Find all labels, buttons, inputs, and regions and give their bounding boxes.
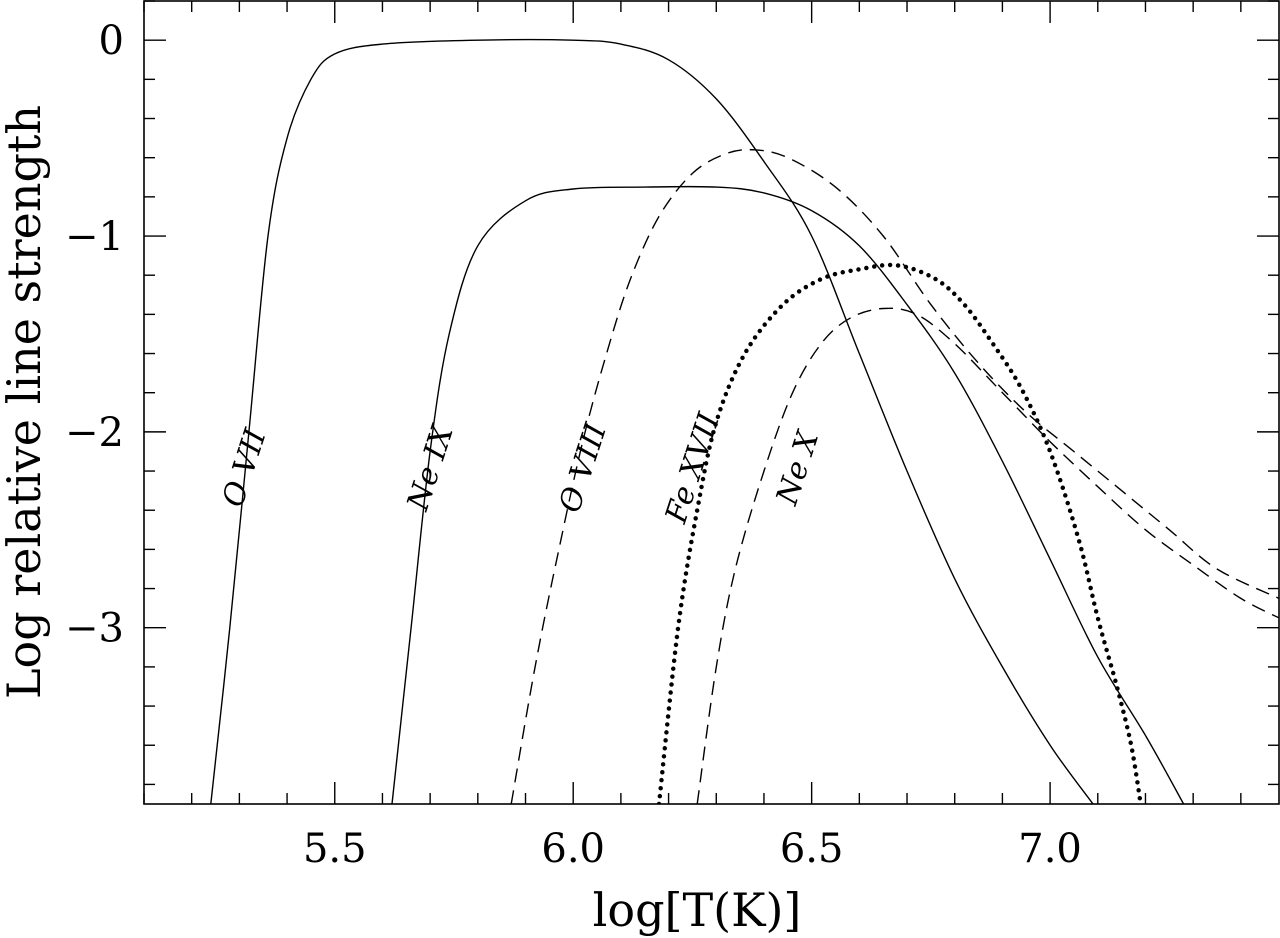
curve-label-ne-x: Ne X: [769, 425, 826, 510]
curve-label-fe-xvii: Fe XVII: [659, 408, 728, 529]
series-line-fe-xvii: [656, 262, 1143, 804]
series-line-ne-x: [696, 307, 1279, 804]
series-line-ne-ix: [391, 185, 1185, 804]
x-tick-label: 6.0: [541, 826, 605, 872]
series-line-o-viii: [510, 148, 1279, 804]
curve-label-o-vii: O VII: [216, 424, 274, 512]
x-tick-label: 5.5: [303, 826, 367, 872]
y-tick-label: −3: [65, 606, 124, 652]
series-line-o-vii: [210, 38, 1094, 804]
x-tick-label: 7.0: [1018, 826, 1082, 872]
y-tick-label: 0: [99, 18, 124, 64]
y-axis-title: Log relative line strength: [0, 105, 51, 699]
y-tick-label: −2: [65, 410, 124, 456]
curve-label-o-viii: O VIII: [553, 418, 615, 517]
x-tick-label: 6.5: [780, 826, 844, 872]
x-axis-title: log[T(K)]: [593, 883, 802, 937]
plot-frame: [143, 0, 1280, 805]
curve-label-ne-ix: Ne IX: [400, 420, 461, 516]
y-tick-label: −1: [65, 214, 124, 260]
